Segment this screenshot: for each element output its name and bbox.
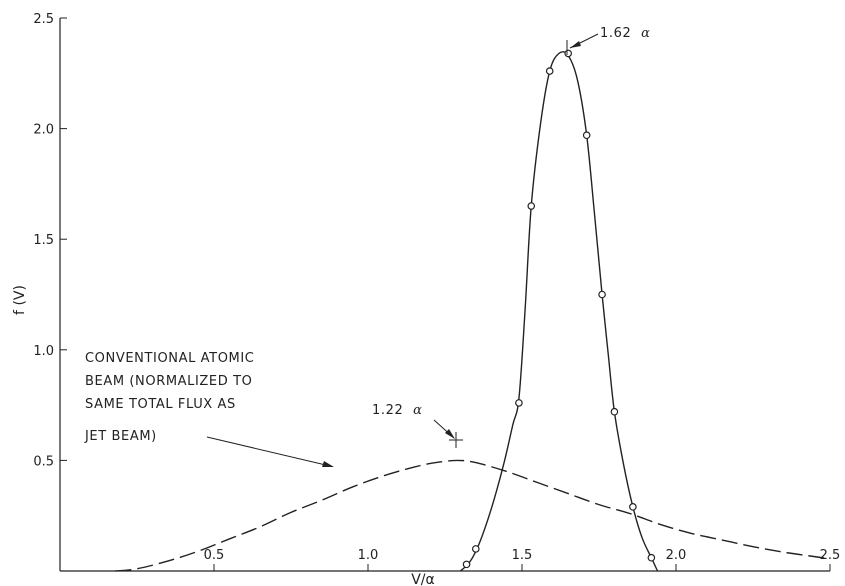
conventional-line-4: JET BEAM) (84, 429, 157, 444)
jet-beam-data-point (610, 407, 619, 416)
conventional-line-3: SAME TOTAL FLUX AS (85, 397, 236, 412)
y-tick-label: 1.5 (33, 233, 54, 248)
y-tick-label: 0.5 (33, 454, 54, 469)
x-tick-label: 1.5 (512, 548, 533, 563)
conventional-line-2: BEAM (NORMALIZED TO (85, 374, 252, 389)
jet-beam-data-point (462, 560, 471, 569)
x-tick-label: 2.5 (820, 548, 841, 563)
x-tick-label: 2.0 (666, 548, 687, 563)
conventional-leader (206, 436, 331, 467)
peak-jet-annotation: 1.62 α (566, 26, 650, 55)
peak-jet-symbol: α (641, 26, 650, 41)
peak-conventional-arrowhead (445, 429, 455, 439)
axes (59, 18, 830, 572)
x-tick-label: 0.5 (204, 548, 225, 563)
jet-beam-data-point (647, 553, 656, 562)
jet-beam-data-point (564, 49, 573, 58)
axis-ticks: 0.5 1.0 1.5 2.0 2.5 0.5 1.0 1.5 2.0 2.5 (33, 12, 840, 571)
jet-beam-data-point (582, 131, 591, 140)
peak-jet-label: 1.62 α (600, 26, 650, 41)
y-tick-label: 1.0 (33, 344, 54, 359)
peak-conventional-label: 1.22 α (372, 403, 422, 418)
series-layer (115, 49, 831, 572)
peak-conventional-number: 1.22 (372, 403, 403, 418)
conventional-beam-curve (115, 459, 831, 572)
y-axis-title: f (V) (12, 285, 28, 315)
conventional-beam-annotation: CONVENTIONAL ATOMIC BEAM (NORMALIZED TO … (84, 351, 334, 467)
jet-beam-data-point (545, 67, 554, 75)
jet-beam-curve (459, 51, 659, 572)
conventional-arrowhead (322, 461, 334, 467)
peak-jet-number: 1.62 (600, 26, 631, 41)
peak-jet-arrowhead (570, 41, 581, 48)
peak-conventional-annotation: 1.22 α (372, 403, 463, 448)
jet-beam-data-point (527, 202, 536, 210)
x-axis-title: V/α (411, 572, 435, 586)
y-tick-label: 2.5 (33, 12, 54, 27)
y-tick-label: 2.0 (33, 123, 54, 138)
jet-beam-data-point (598, 290, 606, 299)
peak-conventional-symbol: α (413, 403, 422, 418)
jet-beam-data-point (629, 503, 637, 511)
x-tick-label: 1.0 (358, 548, 379, 563)
jet-beam-data-point (515, 399, 523, 407)
jet-beam-data-point (471, 545, 480, 553)
conventional-line-1: CONVENTIONAL ATOMIC (85, 351, 254, 366)
